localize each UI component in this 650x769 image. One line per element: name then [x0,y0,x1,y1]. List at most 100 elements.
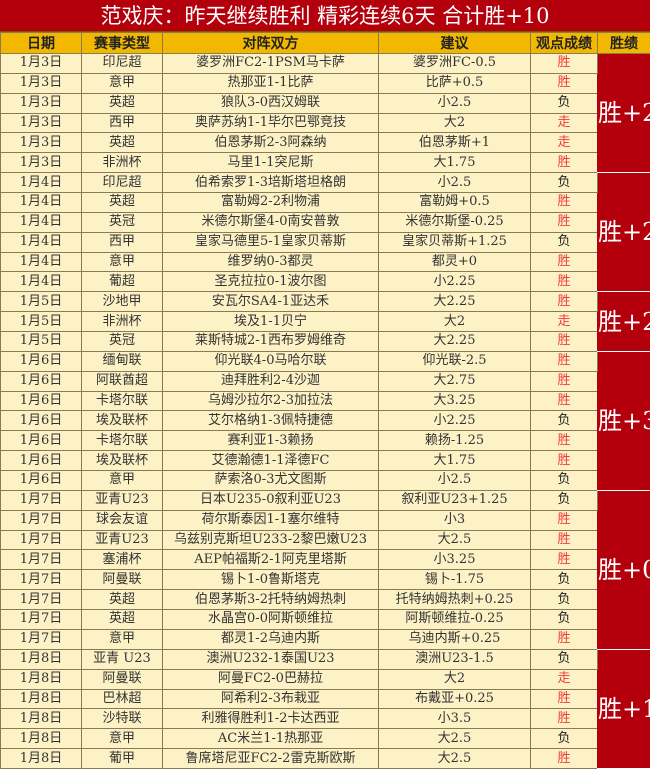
league-cell: 西甲 [82,113,163,133]
date-cell: 1月8日 [1,749,82,769]
league-cell: 非洲杯 [82,312,163,332]
result-cell: 负 [531,173,598,193]
league-cell: 阿曼联 [82,570,163,590]
header-suggestion: 建议 [379,33,531,54]
league-cell: 印尼超 [82,173,163,193]
results-table: 日期 赛事类型 对阵双方 建议 观点成绩 胜绩 1月3日印尼超婆罗洲FC2-1P… [0,32,650,769]
header-match: 对阵双方 [163,33,379,54]
result-cell: 胜 [531,629,598,649]
date-cell: 1月6日 [1,411,82,431]
match-cell: 圣克拉拉0-1波尔图 [163,272,379,292]
match-cell: 仰光联4-0马哈尔联 [163,351,379,371]
match-cell: 伯恩茅斯3-2托特纳姆热刺 [163,590,379,610]
league-cell: 英冠 [82,212,163,232]
date-cell: 1月7日 [1,570,82,590]
result-cell: 负 [531,649,598,669]
result-cell: 胜 [531,193,598,213]
match-cell: 维罗纳0-3都灵 [163,252,379,272]
suggestion-cell: 大2 [379,312,531,332]
match-cell: 艾尔格纳1-3佩特捷德 [163,411,379,431]
date-cell: 1月3日 [1,153,82,173]
suggestion-cell: 皇家贝蒂斯+1.25 [379,232,531,252]
suggestion-cell: 米德尔斯堡-0.25 [379,212,531,232]
match-cell: 萨索洛0-3尤文图斯 [163,471,379,491]
league-cell: 卡塔尔联 [82,391,163,411]
date-cell: 1月3日 [1,93,82,113]
result-cell: 胜 [531,351,598,371]
date-cell: 1月4日 [1,272,82,292]
suggestion-cell: 锡卜-1.75 [379,570,531,590]
date-cell: 1月8日 [1,689,82,709]
date-cell: 1月8日 [1,709,82,729]
league-cell: 英超 [82,590,163,610]
suggestion-cell: 大2.5 [379,749,531,769]
date-cell: 1月5日 [1,312,82,332]
suggestion-cell: 大2.5 [379,530,531,550]
suggestion-cell: 伯恩茅斯+1 [379,133,531,153]
date-cell: 1月6日 [1,451,82,471]
result-cell: 负 [531,93,598,113]
result-cell: 胜 [531,431,598,451]
result-cell: 胜 [531,451,598,471]
suggestion-cell: 布戴亚+0.25 [379,689,531,709]
league-cell: 阿曼联 [82,669,163,689]
date-cell: 1月3日 [1,113,82,133]
suggestion-cell: 小2.5 [379,471,531,491]
result-cell: 胜 [531,510,598,530]
suggestion-cell: 仰光联-2.5 [379,351,531,371]
result-cell: 胜 [531,212,598,232]
result-cell: 胜 [531,689,598,709]
suggestion-cell: 比萨+0.5 [379,73,531,93]
header-row: 日期 赛事类型 对阵双方 建议 观点成绩 胜绩 [1,33,650,54]
match-cell: 热那亚1-1比萨 [163,73,379,93]
league-cell: 意甲 [82,73,163,93]
league-cell: 葡超 [82,272,163,292]
match-cell: 狼队3-0西汉姆联 [163,93,379,113]
suggestion-cell: 托特纳姆热刺+0.25 [379,590,531,610]
result-cell: 负 [531,570,598,590]
suggestion-cell: 小3.5 [379,709,531,729]
suggestion-cell: 大1.75 [379,451,531,471]
league-cell: 沙特联 [82,709,163,729]
match-cell: 富勒姆2-2利物浦 [163,193,379,213]
match-cell: 乌姆沙拉尔2-3加拉法 [163,391,379,411]
match-cell: 日本U235-0叙利亚U23 [163,490,379,510]
result-cell: 胜 [531,749,598,769]
match-cell: 锡卜1-0鲁斯塔克 [163,570,379,590]
result-cell: 胜 [531,550,598,570]
match-cell: 皇家马德里5-1皇家贝蒂斯 [163,232,379,252]
suggestion-cell: 大3.25 [379,391,531,411]
match-cell: 都灵1-2乌迪内斯 [163,629,379,649]
league-cell: 球会友谊 [82,510,163,530]
date-cell: 1月7日 [1,550,82,570]
match-cell: 澳洲U232-1泰国U23 [163,649,379,669]
suggestion-cell: 大1.75 [379,153,531,173]
date-cell: 1月4日 [1,212,82,232]
league-cell: 塞浦杯 [82,550,163,570]
suggestion-cell: 都灵+0 [379,252,531,272]
suggestion-cell: 大2.75 [379,371,531,391]
group-total-cell: 胜+2 [598,292,650,352]
date-cell: 1月6日 [1,391,82,411]
header-result: 观点成绩 [531,33,598,54]
date-cell: 1月5日 [1,332,82,352]
league-cell: 英超 [82,610,163,630]
result-cell: 走 [531,113,598,133]
